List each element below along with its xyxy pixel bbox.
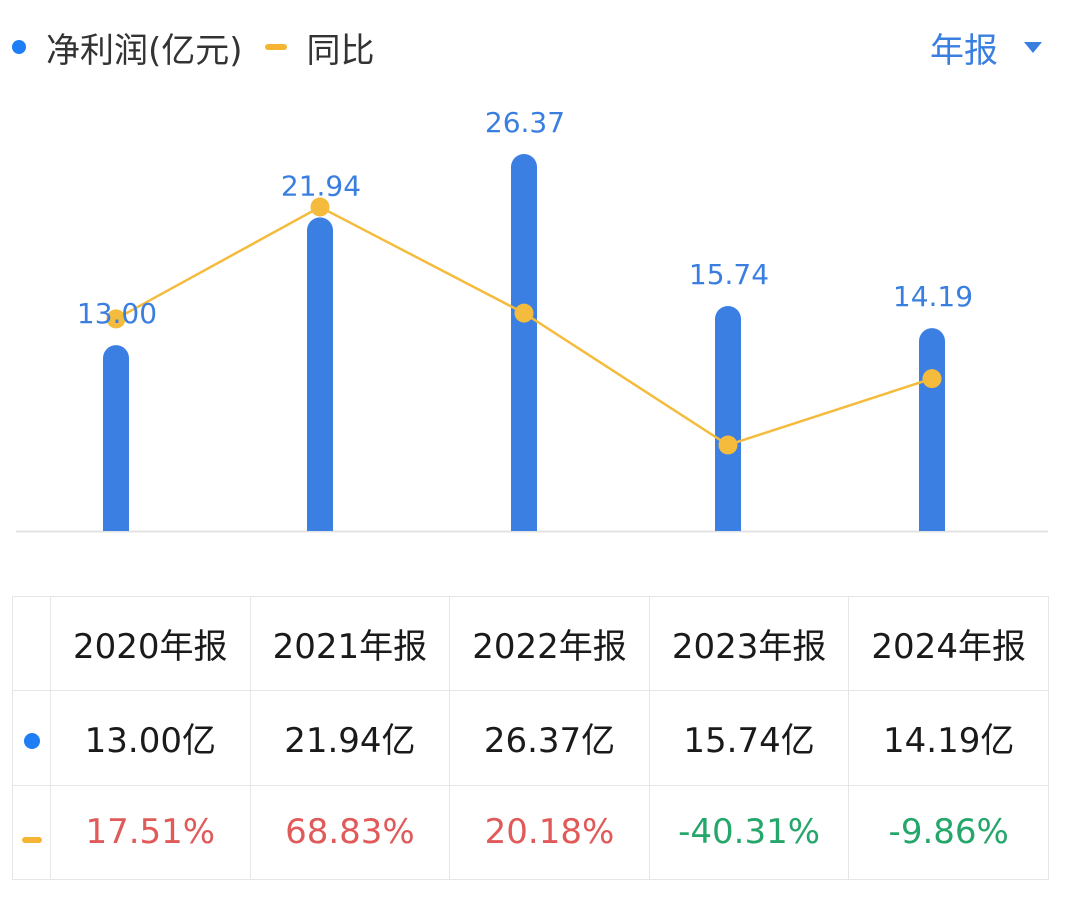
table-row-yoy: 17.51% 68.83% 20.18% -40.31% -9.86%: [12, 784, 1049, 881]
data-table: 2020年报 2021年报 2022年报 2023年报 2024年报 13.00…: [12, 595, 1049, 881]
legend-label-net-profit: 净利润(亿元): [46, 30, 243, 71]
line-point: [106, 309, 126, 329]
legend-item-net-profit[interactable]: 净利润(亿元): [12, 23, 243, 72]
legend-dash-icon: [264, 44, 287, 50]
net-profit-chart: 13.00 21.94 26.37 15.74 14.19: [16, 106, 1048, 533]
table-value-cell: 13.00亿: [50, 690, 251, 786]
table-corner-cell: [12, 595, 51, 692]
table-header-cell: 2023年报: [648, 595, 850, 692]
period-selector-label: 年报: [930, 30, 998, 71]
table-yoy-cell: 20.18%: [449, 784, 650, 881]
bar: [511, 154, 537, 531]
table-yoy-cell: -40.31%: [648, 784, 850, 881]
chart-legend: 净利润(亿元) 同比: [12, 22, 397, 72]
line-point: [922, 369, 942, 389]
bar-value-label: 21.94: [281, 169, 361, 202]
bar-value-label: 14.19: [893, 280, 973, 313]
bar: [919, 328, 945, 531]
caret-down-icon: [1024, 41, 1042, 53]
table-yoy-cell: -9.86%: [848, 784, 1049, 881]
series-dot-icon: [23, 732, 40, 749]
bar-value-label: 15.74: [689, 258, 769, 291]
table-value-cell: 15.74亿: [648, 690, 850, 786]
table-header-cell: 2024年报: [848, 595, 1049, 692]
table-value-cell: 14.19亿: [848, 690, 1049, 786]
table-yoy-cell: 68.83%: [249, 784, 451, 881]
bar: [103, 345, 129, 531]
table-yoy-cell: 17.51%: [50, 784, 251, 881]
legend-item-yoy[interactable]: 同比: [264, 23, 375, 72]
bar-value-label: 26.37: [485, 106, 565, 139]
line-point: [514, 303, 534, 323]
table-value-cell: 26.37亿: [449, 690, 650, 786]
table-header-row: 2020年报 2021年报 2022年报 2023年报 2024年报: [12, 595, 1049, 692]
line-point: [718, 435, 738, 455]
row-marker-cell: [12, 690, 51, 786]
bar-value-label: 13.00: [77, 297, 157, 330]
table-header-cell: 2021年报: [249, 595, 451, 692]
row-marker-cell: [12, 784, 51, 881]
table-row-net-profit: 13.00亿 21.94亿 26.37亿 15.74亿 14.19亿: [12, 690, 1049, 786]
table-header-cell: 2020年报: [50, 595, 251, 692]
period-selector[interactable]: 年报: [930, 22, 1042, 72]
line-point: [310, 197, 330, 217]
bar: [307, 217, 333, 531]
table-value-cell: 21.94亿: [249, 690, 451, 786]
legend-label-yoy: 同比: [306, 30, 375, 71]
table-header-cell: 2022年报: [449, 595, 650, 692]
series-dash-icon: [21, 837, 42, 844]
legend-dot-icon: [12, 40, 26, 54]
bar: [715, 305, 741, 531]
